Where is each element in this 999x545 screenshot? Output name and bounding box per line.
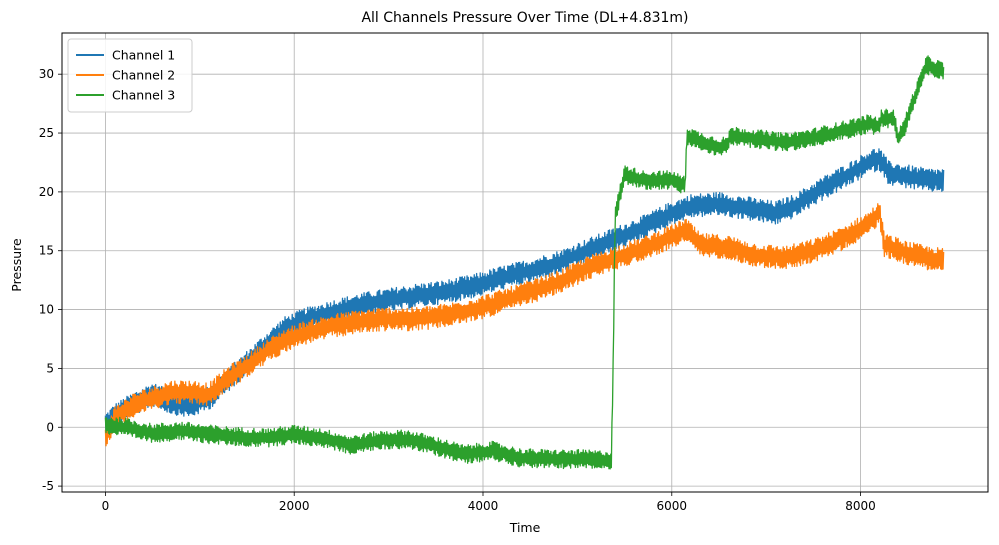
x-tick-label: 6000 [657,499,688,513]
y-tick-label: 0 [46,420,54,434]
series-line-2 [104,203,945,447]
y-tick-label: 30 [39,67,54,81]
y-tick-label: 25 [39,126,54,140]
y-tick-label: 10 [39,303,54,317]
legend-box [67,38,193,113]
grid [62,33,988,492]
y-axis-label: Pressure [9,238,24,292]
legend-label: Channel 1 [112,48,175,63]
y-axis-ticks: -5 0 5 10 15 20 25 30 [39,67,62,493]
x-tick-label: 4000 [468,499,499,513]
x-tick-label: 8000 [845,499,876,513]
chart-title: All Channels Pressure Over Time (DL+4.83… [361,10,688,26]
series-line-3 [104,55,945,470]
y-tick-label: -5 [42,479,54,493]
x-axis-ticks: 0 2000 4000 6000 8000 [102,492,876,513]
y-tick-label: 5 [46,361,54,375]
legend-label: Channel 3 [112,88,175,103]
plot-area [104,55,945,470]
plot-frame [61,32,989,493]
x-tick-label: 2000 [279,499,310,513]
x-tick-label: 0 [102,499,110,513]
x-axis-label: Time [509,520,541,535]
y-tick-label: 20 [39,185,54,199]
legend: Channel 1 Channel 2 Channel 3 [67,38,193,113]
y-tick-label: 15 [39,244,54,258]
legend-label: Channel 2 [112,68,175,83]
